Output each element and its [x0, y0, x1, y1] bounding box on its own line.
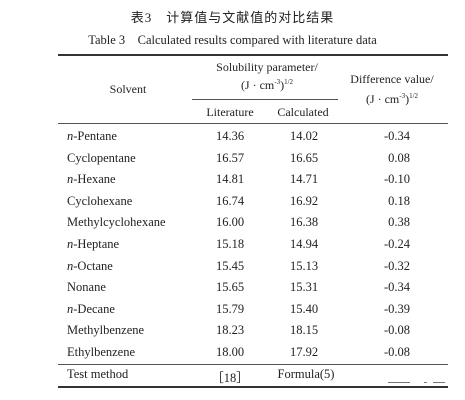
normal-prefix: n — [67, 129, 74, 143]
difference-cell: -0.24 — [383, 237, 410, 251]
solvent-cell: Cyclohexane — [67, 193, 133, 208]
difference-cell: 0.08 — [388, 150, 410, 165]
difference-cell: 0.18 — [388, 193, 410, 208]
table-row: Cyclopentane 16.57 16.65 0.08 — [58, 148, 448, 170]
difference-cell: -0.08 — [383, 345, 410, 359]
calculated-cell: 16.38 — [289, 215, 319, 230]
literature-cell: 14.36 — [215, 129, 245, 143]
calculated-cell: 14.94 — [289, 237, 319, 251]
solubility-units-base: (J · cm — [240, 78, 275, 92]
literature-cell: 15.65 — [215, 280, 245, 295]
table-row: Cyclohexane 16.74 16.92 0.18 — [58, 191, 448, 213]
table-row: Methylcyclohexane 16.00 16.38 0.38 — [58, 212, 448, 234]
difference-cell: -0.34 — [383, 280, 410, 295]
footer-calculated: Formula(5) — [277, 367, 335, 381]
footer-top-rule — [58, 364, 448, 365]
solvent-cell: Ethylbenzene — [67, 345, 136, 359]
literature-cell: 18.23 — [215, 323, 245, 338]
normal-prefix: n — [67, 258, 74, 273]
literature-cell: 15.18 — [215, 237, 245, 251]
header-solvent: Solvent — [109, 82, 147, 96]
normal-prefix: n — [67, 301, 74, 316]
literature-cell: 16.74 — [215, 193, 245, 208]
table-caption-chinese: 表3 计算值与文献值的对比结果 — [130, 10, 335, 25]
literature-cell: 15.79 — [215, 301, 245, 316]
solvent-cell: n-Pentane — [67, 129, 117, 143]
scan-artifact-dash — [433, 382, 445, 383]
table-caption-english: Table 3 Calculated results compared with… — [88, 33, 377, 47]
header-difference-line1: Difference value/ — [350, 72, 434, 86]
difference-cell: 0.38 — [388, 215, 410, 230]
table-row: n-Decane 15.79 15.40 -0.39 — [58, 299, 448, 321]
solvent-cell: n-Hexane — [67, 172, 116, 187]
solvent-cell: Methylcyclohexane — [67, 215, 166, 230]
table-row: n-Pentane 14.36 14.02 -0.34 — [58, 126, 448, 148]
literature-cell: 14.81 — [215, 172, 245, 187]
table-row: Nonane 15.65 15.31 -0.34 — [58, 277, 448, 299]
solubility-units-exp: -3 — [274, 78, 281, 86]
solvent-cell: Methylbenzene — [67, 323, 145, 338]
difference-units-base: (J · cm — [365, 92, 400, 106]
table-row: Ethylbenzene 18.00 17.92 -0.08 — [58, 342, 448, 364]
header-calculated: Calculated — [277, 105, 329, 119]
header-bottom-rule — [58, 123, 448, 124]
difference-cell: -0.08 — [383, 323, 410, 338]
scan-artifact-dot — [424, 382, 427, 383]
calculated-cell: 16.92 — [289, 193, 319, 208]
table-row: n-Hexane 14.81 14.71 -0.10 — [58, 169, 448, 191]
footer-literature: ［18］ — [211, 371, 249, 385]
header-difference-units: (J · cm-3)1/2 — [336, 92, 448, 107]
scan-artifact-dash — [388, 382, 410, 383]
solvent-cell: Nonane — [67, 280, 106, 295]
calculated-cell: 15.31 — [289, 280, 319, 295]
literature-cell: 18.00 — [215, 345, 245, 359]
literature-cell: 15.45 — [215, 258, 245, 273]
header-solubility-line1: Solubility parameter/ — [216, 60, 318, 74]
solubility-units-pow: 1/2 — [284, 78, 294, 86]
solvent-cell: n-Octane — [67, 258, 113, 273]
literature-cell: 16.57 — [215, 150, 245, 165]
header-span-rule — [192, 99, 338, 100]
normal-prefix: n — [67, 237, 74, 251]
header-literature: Literature — [206, 105, 254, 119]
solubility-units-close: ) — [280, 78, 285, 92]
normal-prefix: n — [67, 172, 74, 187]
calculated-cell: 14.02 — [289, 129, 319, 143]
table-row: Methylbenzene 18.23 18.15 -0.08 — [58, 320, 448, 342]
calculated-cell: 15.13 — [289, 258, 319, 273]
calculated-cell: 16.65 — [289, 150, 319, 165]
difference-cell: -0.34 — [383, 129, 410, 143]
difference-units-pow: 1/2 — [409, 92, 419, 100]
bottom-rule — [58, 386, 448, 388]
difference-units-close: ) — [405, 92, 410, 106]
solvent-cell: Cyclopentane — [67, 150, 136, 165]
footer-row: Test method ［18］ Formula(5) — [58, 364, 448, 386]
difference-cell: -0.10 — [383, 172, 410, 187]
table-row: n-Octane 15.45 15.13 -0.32 — [58, 256, 448, 278]
top-rule — [58, 54, 448, 56]
calculated-cell: 14.71 — [289, 172, 319, 187]
calculated-cell: 18.15 — [289, 323, 319, 338]
calculated-cell: 17.92 — [289, 345, 319, 359]
difference-cell: -0.39 — [383, 301, 410, 316]
calculated-cell: 15.40 — [289, 301, 319, 316]
solvent-cell: n-Heptane — [67, 237, 120, 251]
solvent-cell: n-Decane — [67, 301, 115, 316]
header-solubility-units: (J · cm-3)1/2 — [198, 78, 336, 93]
difference-units-exp: -3 — [399, 92, 406, 100]
literature-cell: 16.00 — [215, 215, 245, 230]
table-row: n-Heptane 15.18 14.94 -0.24 — [58, 234, 448, 256]
footer-label: Test method — [67, 367, 129, 381]
difference-cell: -0.32 — [383, 258, 410, 273]
